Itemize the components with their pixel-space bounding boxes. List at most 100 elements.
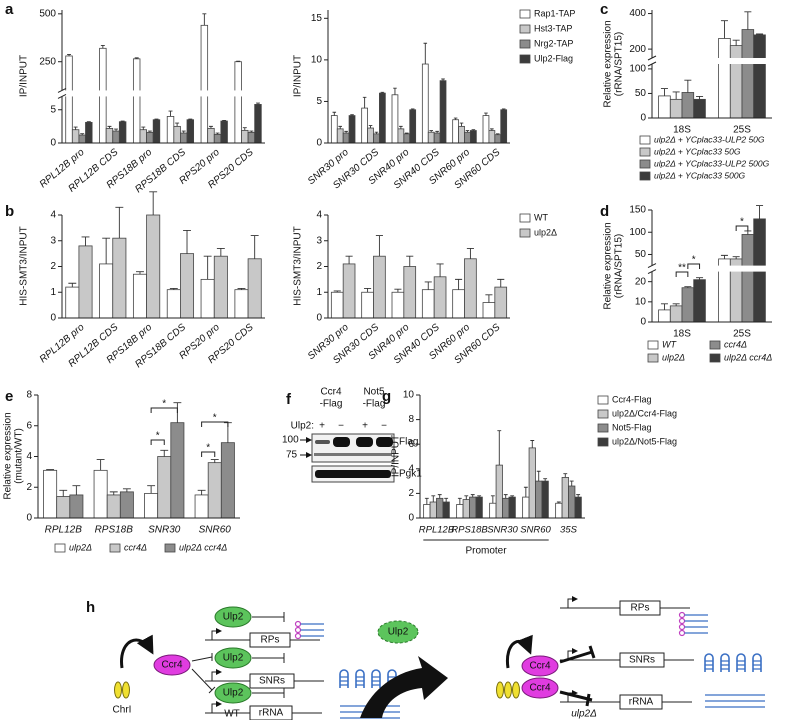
bar: [200, 278, 215, 319]
bar: [458, 125, 465, 144]
error-bar: [435, 130, 439, 134]
error-bar: [744, 11, 752, 30]
lane-label: -Flag: [320, 399, 343, 410]
panel-label: h: [86, 599, 95, 616]
y-axis-label: Relative expression: [603, 222, 614, 309]
legend-label: Rap1-TAP: [534, 8, 575, 18]
error-bar: [250, 235, 259, 259]
bar: [166, 116, 175, 144]
error-bar: [115, 206, 124, 239]
bar: [421, 63, 429, 144]
y-axis-label: (rRNA/SPT15): [614, 234, 625, 298]
bar: [456, 504, 464, 519]
protein-label: Ulp2: [388, 627, 409, 638]
x-tick-label: SNR60: [199, 525, 232, 536]
strain-label: ulp2Δ: [571, 709, 597, 720]
error-bar: [684, 79, 692, 93]
legend-label: ulp2Δ ccr4Δ: [179, 542, 227, 552]
bar: [442, 501, 450, 519]
marker-label: 75: [286, 450, 298, 461]
band: [356, 437, 373, 447]
bar: [482, 115, 490, 144]
significance-label: *: [156, 431, 160, 442]
panel-label: b: [5, 203, 14, 220]
error-bar: [477, 495, 482, 498]
error-bar: [496, 133, 500, 135]
error-bar: [497, 430, 502, 466]
bar: [194, 494, 209, 519]
gene-label: RPs: [261, 635, 280, 646]
error-bar: [154, 118, 159, 120]
legend-label: ulp2Δ: [69, 542, 92, 552]
bar: [502, 497, 510, 519]
bar: [112, 130, 120, 144]
bar: [173, 125, 181, 144]
sign: −: [381, 421, 387, 432]
bar: [669, 98, 683, 119]
x-tick-label: RPS18B: [451, 525, 488, 536]
bar: [220, 442, 235, 519]
error-bar: [147, 130, 152, 133]
y-axis-label: (rRNA/SPT15): [614, 32, 625, 96]
sign: +: [319, 421, 325, 432]
bar: [693, 279, 706, 323]
error-bar: [465, 130, 470, 133]
legend-label: ulp2Δ + YCplac33-ULP2 500G: [654, 158, 770, 168]
gene-box: [619, 694, 663, 710]
legend-label: ulp2Δ/Ccr4-Flag: [612, 408, 677, 418]
bar: [403, 266, 417, 319]
bar: [157, 456, 172, 519]
error-bar: [464, 495, 469, 500]
y-tick-label: 2: [26, 482, 32, 493]
bar: [429, 501, 437, 519]
gene-box: [249, 705, 293, 720]
band: [315, 470, 391, 478]
error-bar: [756, 205, 764, 219]
bar: [180, 253, 195, 319]
blot-panel: f Ccr4 -Flag Not5 -Flag Ulp2: + − + − Fl…: [282, 387, 422, 483]
y-tick-label: 2: [316, 261, 322, 272]
legend-swatch: [597, 423, 609, 433]
error-bar: [350, 114, 354, 116]
error-bar: [459, 122, 464, 127]
error-bar: [332, 111, 337, 116]
bar: [494, 134, 502, 144]
bar: [464, 258, 477, 319]
protein-label: Ccr4: [529, 661, 551, 672]
panel-label: d: [600, 203, 609, 220]
error-bar: [497, 278, 505, 288]
error-bar: [484, 112, 488, 116]
bar: [254, 104, 262, 144]
significance-bracket: [735, 225, 749, 231]
error-bar: [536, 470, 541, 482]
y-tick-label: 20: [635, 276, 647, 287]
error-bar: [660, 303, 668, 310]
error-bar: [197, 489, 206, 495]
error-bar: [374, 131, 379, 134]
x-tick-label: 25S: [733, 329, 751, 340]
bar: [144, 492, 159, 519]
error-bar: [410, 108, 415, 110]
error-bar: [109, 491, 118, 495]
bar: [118, 121, 127, 144]
bar: [139, 129, 147, 144]
y-tick-label: 0: [316, 313, 322, 324]
bar: [423, 504, 431, 519]
bar: [241, 129, 249, 144]
error-bar: [569, 480, 574, 487]
bar: [494, 286, 508, 319]
bar: [213, 255, 228, 319]
bar: [71, 129, 80, 144]
x-tick-label: RPS18B: [95, 525, 134, 536]
bar: [112, 237, 127, 319]
legend-label: WT: [662, 339, 677, 349]
y-tick-label: 4: [316, 210, 322, 221]
bar: [207, 127, 215, 144]
bar: [462, 499, 470, 519]
legend-label: ccr4Δ: [724, 339, 747, 349]
panel-label: e: [5, 388, 13, 405]
bar: [568, 485, 576, 519]
legend-swatch: [519, 24, 531, 34]
y-tick-label: 2: [408, 488, 414, 499]
bar: [488, 130, 496, 144]
